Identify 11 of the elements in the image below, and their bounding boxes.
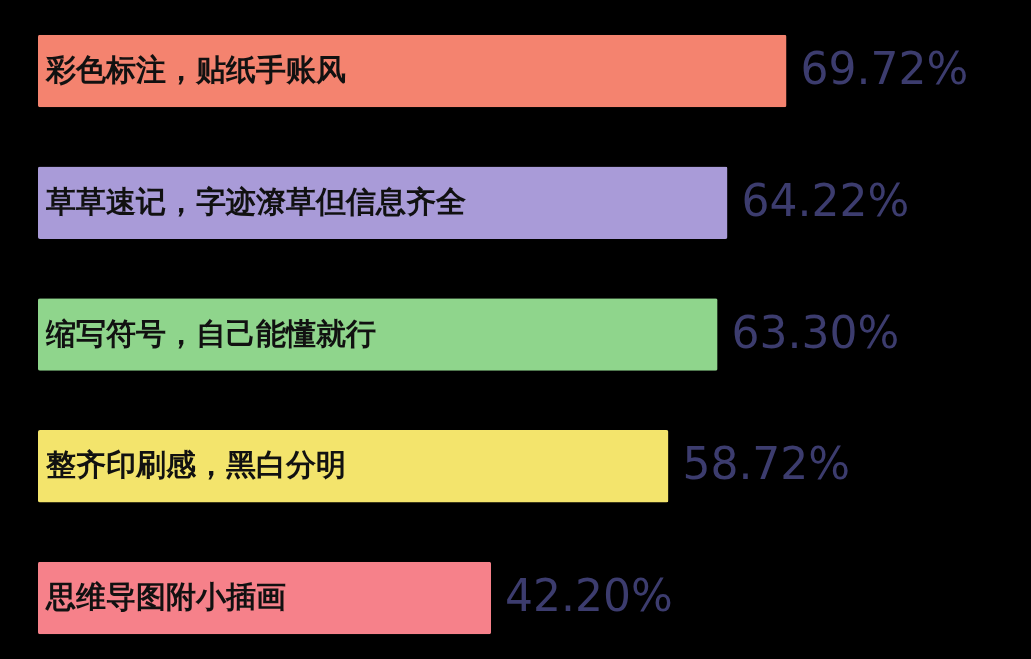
- data-label: 69.72%: [800, 42, 969, 94]
- bar: [38, 34, 787, 108]
- y-tick-label: 草草速记，字迹潦草但信息齐全: [46, 183, 466, 219]
- data-label: 58.72%: [682, 438, 851, 490]
- y-tick-label: 彩色标注，贴纸手账风: [45, 51, 346, 87]
- data-label: 63.30%: [731, 306, 900, 358]
- y-tick-label: 缩写符号，自己能懂就行: [45, 315, 376, 351]
- y-tick-label: 思维导图附小插画: [45, 579, 286, 615]
- data-label: 42.20%: [505, 570, 673, 622]
- data-label: 64.22%: [741, 174, 910, 226]
- y-tick-label: 整齐印刷感，黑白分明: [45, 447, 346, 483]
